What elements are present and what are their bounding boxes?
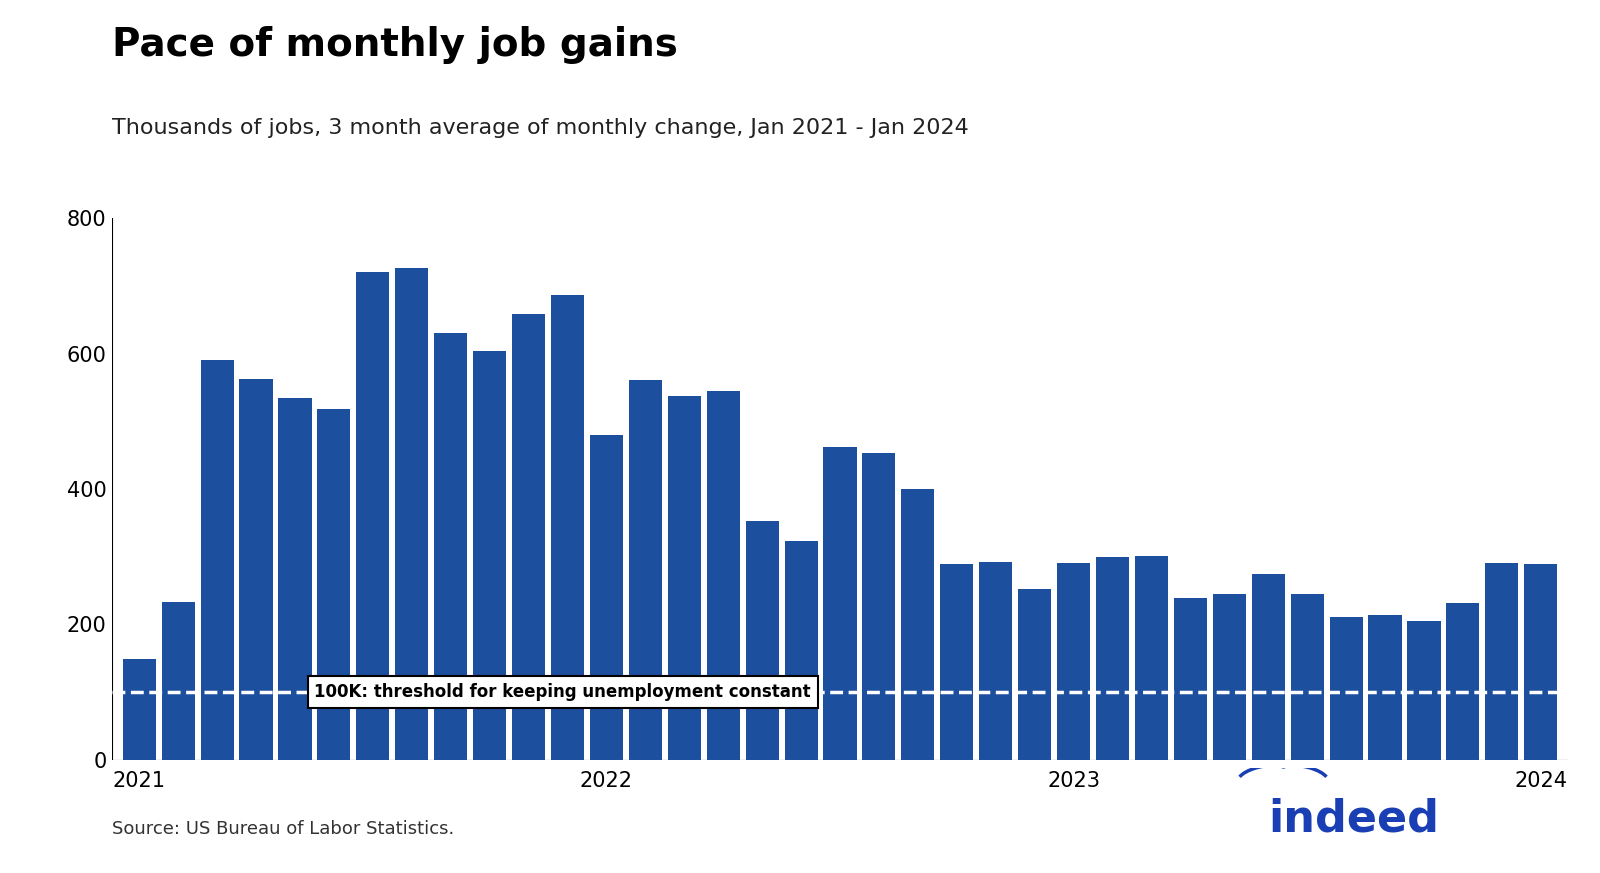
Bar — [123, 659, 155, 760]
Bar — [1330, 617, 1363, 760]
Bar — [941, 564, 973, 760]
Bar — [278, 397, 312, 760]
Bar — [746, 521, 779, 760]
Bar — [512, 313, 546, 760]
Text: indeed: indeed — [1269, 797, 1440, 840]
Bar — [1251, 574, 1285, 760]
Bar — [901, 489, 934, 760]
Bar — [434, 333, 467, 760]
Bar — [240, 379, 272, 760]
Bar — [707, 391, 739, 760]
Bar — [862, 453, 896, 760]
Text: 100K: threshold for keeping unemployment constant: 100K: threshold for keeping unemployment… — [315, 683, 811, 701]
Bar — [395, 268, 429, 760]
Bar — [629, 380, 662, 760]
Bar — [162, 601, 195, 760]
Bar — [200, 361, 234, 760]
Bar — [1291, 595, 1323, 760]
Bar — [357, 272, 389, 760]
Bar — [550, 295, 584, 760]
Bar — [824, 447, 856, 760]
Bar — [1213, 595, 1246, 760]
Text: Source: US Bureau of Labor Statistics.: Source: US Bureau of Labor Statistics. — [112, 820, 454, 838]
Bar — [590, 435, 622, 760]
Bar — [1525, 564, 1557, 760]
Bar — [667, 396, 701, 760]
Text: Pace of monthly job gains: Pace of monthly job gains — [112, 26, 678, 65]
Bar — [784, 541, 818, 760]
Bar — [317, 409, 350, 760]
Bar — [1058, 562, 1090, 760]
Bar — [1446, 602, 1480, 760]
Bar — [979, 562, 1013, 760]
Bar — [1174, 599, 1206, 760]
Bar — [1134, 556, 1168, 760]
Bar — [1485, 563, 1518, 760]
Text: Thousands of jobs, 3 month average of monthly change, Jan 2021 - Jan 2024: Thousands of jobs, 3 month average of mo… — [112, 118, 968, 138]
Bar — [474, 351, 506, 760]
Bar — [1368, 615, 1402, 760]
Bar — [1018, 589, 1051, 760]
Bar — [1408, 622, 1440, 760]
Bar — [1096, 557, 1130, 760]
